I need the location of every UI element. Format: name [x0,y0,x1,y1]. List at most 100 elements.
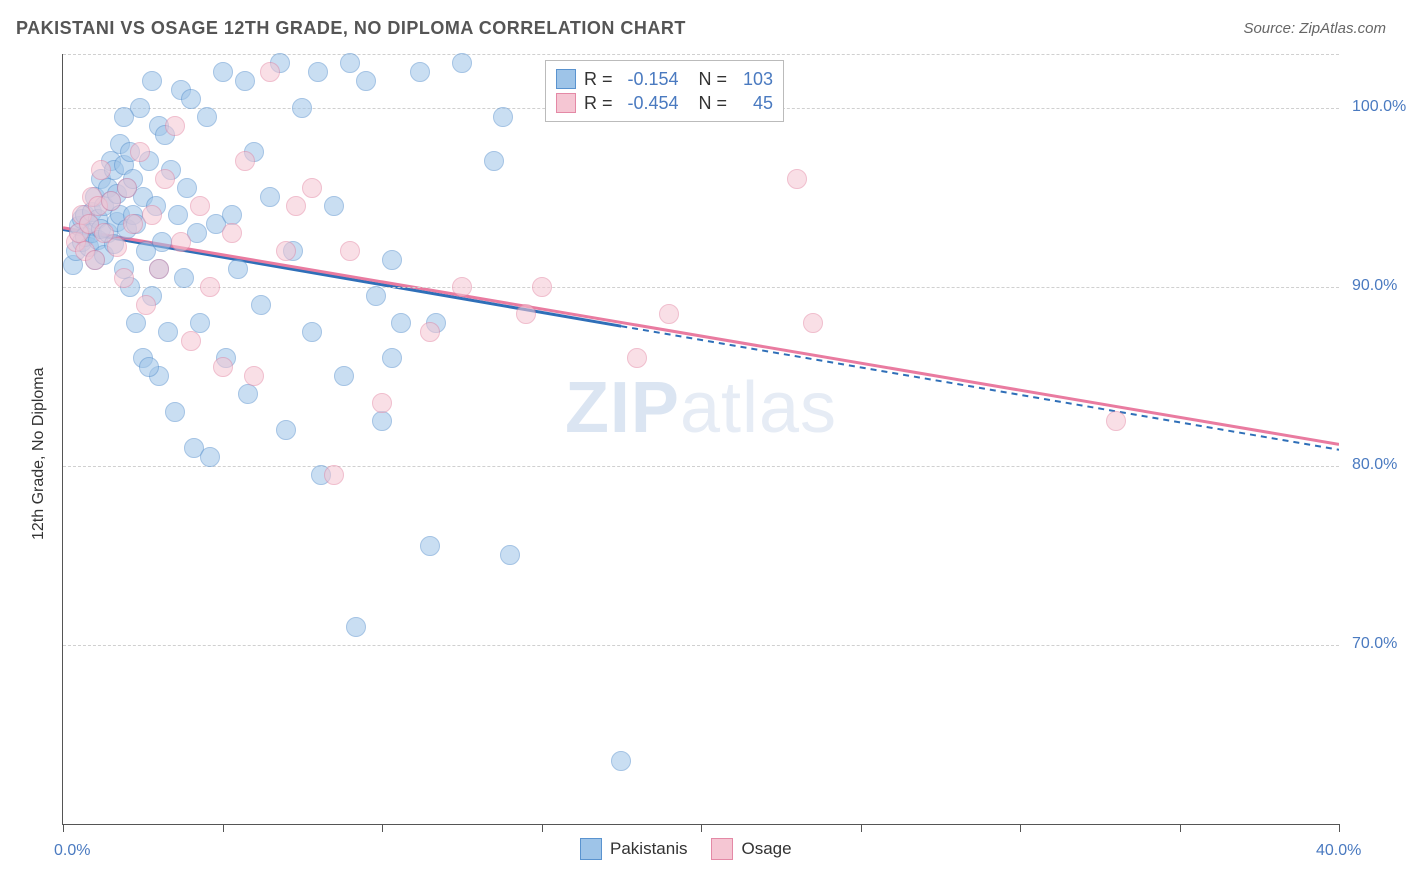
x-tick [542,824,543,832]
data-point [126,313,146,333]
x-tick [1020,824,1021,832]
stats-row: R = -0.154 N = 103 [556,67,773,91]
x-tick-label: 40.0% [1316,842,1361,860]
legend-item: Osage [711,838,791,860]
stats-row: R = -0.454 N = 45 [556,91,773,115]
data-point [500,545,520,565]
x-tick [861,824,862,832]
data-point [276,241,296,261]
data-point [356,71,376,91]
x-tick [223,824,224,832]
stat-n-value: 103 [735,69,773,90]
y-tick-label: 70.0% [1352,635,1397,653]
data-point [611,751,631,771]
y-tick-label: 100.0% [1352,98,1406,116]
chart-title: PAKISTANI VS OSAGE 12TH GRADE, NO DIPLOM… [16,18,686,39]
data-point [260,187,280,207]
legend-swatch [556,69,576,89]
data-point [136,295,156,315]
stat-n-value: 45 [735,93,773,114]
trend-lines [63,54,1339,824]
data-point [420,536,440,556]
data-point [165,116,185,136]
legend-swatch [711,838,733,860]
data-point [452,277,472,297]
data-point [155,169,175,189]
data-point [123,214,143,234]
data-point [292,98,312,118]
x-tick-label: 0.0% [54,842,90,860]
data-point [142,71,162,91]
data-point [382,348,402,368]
data-point [340,241,360,261]
data-point [493,107,513,127]
data-point [114,107,134,127]
stat-n-label: N = [699,93,728,114]
data-point [340,53,360,73]
x-tick [63,824,64,832]
data-point [107,237,127,257]
data-point [117,178,137,198]
data-point [85,250,105,270]
data-point [158,322,178,342]
data-point [238,384,258,404]
data-point [177,178,197,198]
grid-line [63,645,1339,646]
data-point [286,196,306,216]
legend-item: Pakistanis [580,838,687,860]
data-point [410,62,430,82]
data-point [251,295,271,315]
data-point [130,142,150,162]
legend-label: Osage [741,839,791,859]
data-point [324,196,344,216]
data-point [235,151,255,171]
data-point [213,357,233,377]
data-point [149,259,169,279]
data-point [302,178,322,198]
data-point [516,304,536,324]
data-point [260,62,280,82]
legend-swatch [580,838,602,860]
data-point [190,313,210,333]
data-point [532,277,552,297]
source-label: Source: ZipAtlas.com [1243,20,1386,37]
data-point [382,250,402,270]
stats-box: R = -0.154 N = 103 R = -0.454 N = 45 [545,60,784,122]
data-point [334,366,354,386]
stat-n-label: N = [699,69,728,90]
chart-legend: Pakistanis Osage [580,838,792,860]
grid-line [63,287,1339,288]
data-point [91,160,111,180]
data-point [244,366,264,386]
stat-r-label: R = [584,93,613,114]
data-point [181,331,201,351]
stat-r-label: R = [584,69,613,90]
data-point [142,205,162,225]
data-point [484,151,504,171]
data-point [152,232,172,252]
data-point [171,232,191,252]
data-point [276,420,296,440]
data-point [803,313,823,333]
data-point [366,286,386,306]
data-point [452,53,472,73]
y-tick-label: 80.0% [1352,456,1397,474]
data-point [627,348,647,368]
data-point [235,71,255,91]
grid-line [63,466,1339,467]
stat-r-value: -0.154 [621,69,679,90]
x-tick [1339,824,1340,832]
data-point [222,223,242,243]
stat-r-value: -0.454 [621,93,679,114]
data-point [308,62,328,82]
data-point [114,268,134,288]
grid-line [63,54,1339,55]
data-point [787,169,807,189]
data-point [181,89,201,109]
data-point [372,393,392,413]
data-point [190,196,210,216]
data-point [174,268,194,288]
data-point [391,313,411,333]
data-point [168,205,188,225]
x-tick [382,824,383,832]
